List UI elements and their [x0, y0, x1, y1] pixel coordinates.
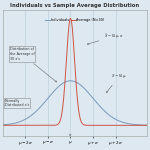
Legend: Individuals, Average (N=30): Individuals, Average (N=30)	[44, 16, 106, 23]
Text: Normally
Distributed x's: Normally Distributed x's	[5, 99, 29, 107]
Text: $X \sim N(\mu,$: $X \sim N(\mu,$	[106, 72, 128, 93]
Text: n: n	[69, 133, 72, 137]
Text: $\bar{X} \sim N(\mu,\sigma$: $\bar{X} \sim N(\mu,\sigma$	[87, 32, 124, 45]
Text: Distribution of
the Average of
30 x's: Distribution of the Average of 30 x's	[10, 48, 57, 82]
Title: Individuals vs Sample Average Distribution: Individuals vs Sample Average Distributi…	[11, 3, 140, 8]
